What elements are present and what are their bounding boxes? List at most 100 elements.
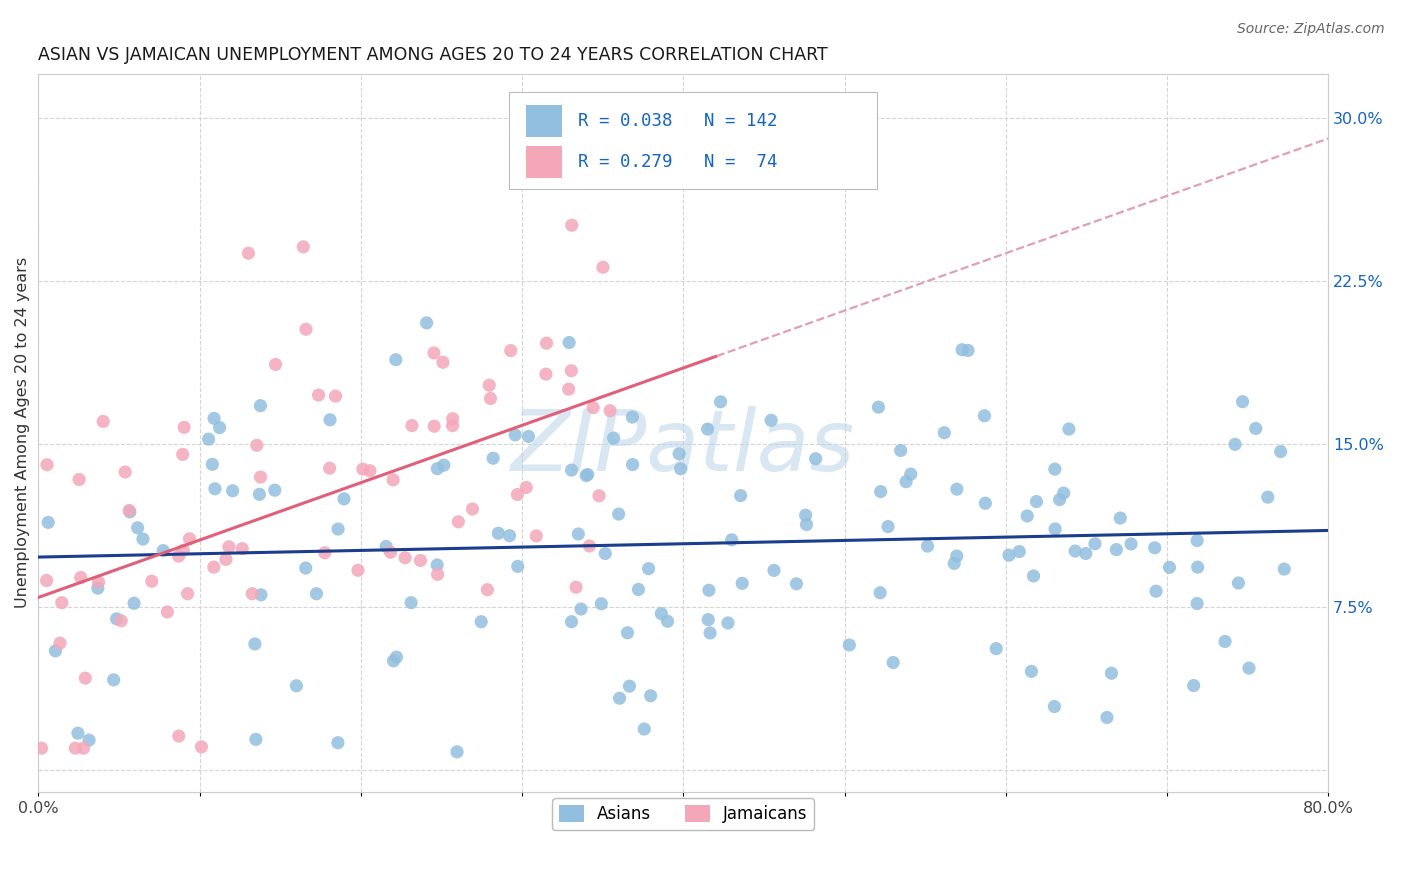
Point bbox=[794, 508, 817, 523]
Point bbox=[423, 346, 446, 360]
Point bbox=[394, 550, 416, 565]
Point bbox=[869, 484, 891, 499]
Point bbox=[66, 726, 89, 740]
Point bbox=[1237, 661, 1260, 675]
Point bbox=[167, 729, 190, 743]
Point bbox=[1232, 394, 1254, 409]
Point bbox=[1095, 710, 1118, 724]
Point bbox=[1043, 522, 1066, 536]
Point bbox=[517, 429, 540, 443]
Point bbox=[536, 336, 558, 351]
Point bbox=[176, 587, 198, 601]
Point bbox=[592, 260, 614, 275]
Point bbox=[657, 614, 679, 628]
Point bbox=[31, 741, 53, 756]
Point bbox=[650, 607, 672, 621]
Point bbox=[44, 644, 66, 658]
Point bbox=[35, 458, 58, 472]
Point bbox=[1074, 547, 1097, 561]
Point bbox=[441, 411, 464, 425]
Point bbox=[51, 596, 73, 610]
Point bbox=[447, 515, 470, 529]
Point bbox=[709, 394, 731, 409]
Point bbox=[264, 358, 287, 372]
Text: Source: ZipAtlas.com: Source: ZipAtlas.com bbox=[1237, 22, 1385, 37]
Point bbox=[352, 462, 374, 476]
Text: ZIPatlas: ZIPatlas bbox=[512, 406, 855, 489]
Point bbox=[561, 218, 583, 232]
Point bbox=[633, 722, 655, 736]
Point bbox=[869, 586, 891, 600]
Point bbox=[804, 451, 827, 466]
Point bbox=[382, 654, 405, 668]
Point bbox=[197, 432, 219, 446]
Point bbox=[1053, 486, 1076, 500]
Point bbox=[105, 612, 128, 626]
Point bbox=[172, 447, 194, 461]
Point bbox=[238, 246, 260, 260]
Point bbox=[973, 409, 995, 423]
Point bbox=[461, 502, 484, 516]
Bar bbox=[526, 105, 562, 137]
Text: R = 0.038   N = 142: R = 0.038 N = 142 bbox=[578, 112, 778, 130]
Point bbox=[172, 543, 194, 558]
Point bbox=[1227, 576, 1250, 591]
Point bbox=[1272, 562, 1295, 576]
Point bbox=[433, 458, 456, 473]
Point bbox=[1182, 679, 1205, 693]
Point bbox=[506, 487, 529, 501]
Point bbox=[1105, 542, 1128, 557]
Point bbox=[359, 464, 381, 478]
Point bbox=[375, 540, 398, 554]
Point bbox=[75, 671, 97, 685]
Point bbox=[1257, 490, 1279, 504]
Point bbox=[152, 543, 174, 558]
Point bbox=[1021, 665, 1043, 679]
Point bbox=[943, 557, 966, 571]
Point bbox=[201, 458, 224, 472]
Point bbox=[132, 532, 155, 546]
Point bbox=[699, 626, 721, 640]
Point bbox=[515, 481, 537, 495]
Point bbox=[479, 392, 502, 406]
Point bbox=[561, 463, 583, 477]
FancyBboxPatch shape bbox=[509, 92, 877, 189]
Point bbox=[882, 656, 904, 670]
Point bbox=[37, 516, 59, 530]
Point bbox=[1159, 560, 1181, 574]
Point bbox=[1043, 699, 1066, 714]
Point bbox=[627, 582, 650, 597]
Text: ASIAN VS JAMAICAN UNEMPLOYMENT AMONG AGES 20 TO 24 YEARS CORRELATION CHART: ASIAN VS JAMAICAN UNEMPLOYMENT AMONG AGE… bbox=[38, 46, 828, 64]
Point bbox=[567, 527, 589, 541]
Point bbox=[72, 741, 94, 756]
Point bbox=[1064, 544, 1087, 558]
Point bbox=[717, 615, 740, 630]
Point bbox=[240, 587, 263, 601]
Point bbox=[506, 559, 529, 574]
Point bbox=[759, 413, 782, 427]
Point bbox=[35, 574, 58, 588]
Point bbox=[294, 561, 316, 575]
Point bbox=[167, 549, 190, 564]
Y-axis label: Unemployment Among Ages 20 to 24 years: Unemployment Among Ages 20 to 24 years bbox=[15, 257, 30, 608]
Point bbox=[202, 560, 225, 574]
Point bbox=[118, 503, 141, 517]
Point bbox=[593, 547, 616, 561]
Point bbox=[582, 401, 605, 415]
Point bbox=[1185, 597, 1208, 611]
Point bbox=[246, 438, 269, 452]
Point bbox=[156, 605, 179, 619]
Point bbox=[950, 343, 973, 357]
Point bbox=[114, 465, 136, 479]
Point bbox=[218, 540, 240, 554]
Point bbox=[426, 567, 449, 582]
Point bbox=[215, 552, 238, 566]
Point bbox=[1244, 421, 1267, 435]
Point bbox=[245, 732, 267, 747]
Point bbox=[1109, 511, 1132, 525]
Point bbox=[87, 581, 110, 595]
Point bbox=[409, 553, 432, 567]
Point bbox=[1144, 584, 1167, 599]
Point bbox=[591, 597, 613, 611]
Point bbox=[250, 588, 273, 602]
